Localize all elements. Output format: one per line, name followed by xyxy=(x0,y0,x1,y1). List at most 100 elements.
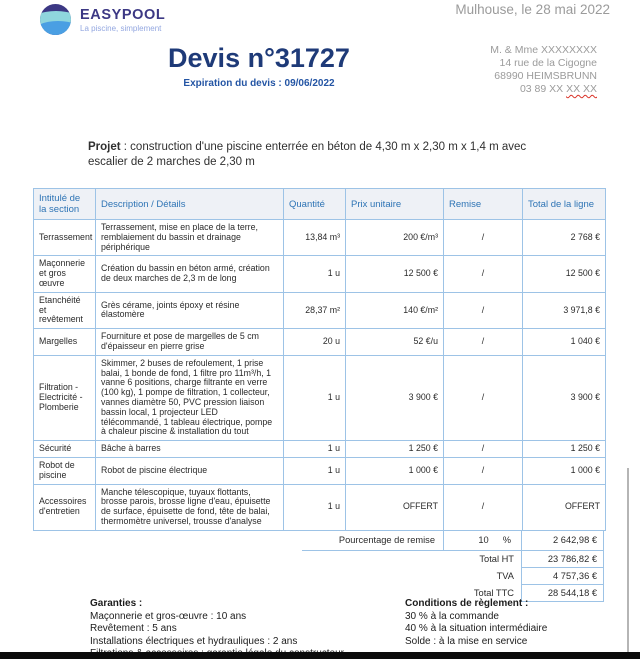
cell-unit-price: 1 000 € xyxy=(345,456,444,485)
tva-label: TVA xyxy=(496,570,514,581)
cell-discount: / xyxy=(443,218,523,257)
discount-row: Pourcentage de remise 10 % 2 642,98 € xyxy=(33,529,605,551)
col-header-line-total: Total de la ligne xyxy=(522,188,606,220)
expiration-date: Expiration du devis : 09/06/2022 xyxy=(183,78,335,89)
table-row: Etanchéité et revêtement Grès cérame, jo… xyxy=(33,291,606,330)
total-ttc-value: 28 544,18 € xyxy=(521,583,604,602)
totals-section: Pourcentage de remise 10 % 2 642,98 € To… xyxy=(33,529,605,602)
tva-row: TVA 4 757,36 € xyxy=(33,566,605,585)
total-ht-row: Total HT 23 786,82 € xyxy=(33,549,605,568)
client-phone-prefix: 03 89 XX xyxy=(519,83,567,95)
total-ttc-row: Total TTC 28 544,18 € xyxy=(33,583,605,602)
cell-discount: / xyxy=(443,440,523,458)
payment-term-item: 40 % à la situation intermédiaire xyxy=(405,623,548,635)
quote-table-zone: Intitulé de la section Description / Dét… xyxy=(33,188,606,602)
cell-unit-price: 1 250 € xyxy=(345,440,444,458)
cell-unit-price: 140 €/m² xyxy=(345,291,444,330)
table-row: Maçonnerie et gros œuvre Création du bas… xyxy=(33,255,606,293)
easypool-logo-icon xyxy=(40,4,71,35)
cell-quantity: 20 u xyxy=(283,328,346,356)
project-text: : construction d'une piscine enterrée en… xyxy=(88,141,527,168)
spacer xyxy=(33,530,302,551)
discount-percent-box: 10 % xyxy=(443,529,522,551)
cell-section: Accessoires d'entretien xyxy=(33,483,96,531)
cell-discount: / xyxy=(443,483,523,531)
cell-unit-price: 12 500 € xyxy=(345,255,444,293)
cell-description: Grès cérame, joints époxy et résine élas… xyxy=(95,291,284,330)
cell-section: Sécurité xyxy=(33,440,96,458)
cell-section: Filtration - Electricité - Plomberie xyxy=(33,354,96,442)
cell-quantity: 1 u xyxy=(283,255,346,293)
cell-quantity: 1 u xyxy=(283,456,346,485)
cell-line-total: 3 900 € xyxy=(522,354,606,442)
cell-discount: / xyxy=(443,456,523,485)
discount-percent-value: 10 xyxy=(478,535,489,546)
easypool-logo: EASYPOOL La piscine, simplement xyxy=(40,4,165,35)
col-header-unit-price: Prix unitaire xyxy=(345,188,444,220)
client-phone-suffix: XX XX xyxy=(566,83,597,95)
table-header-row: Intitulé de la section Description / Dét… xyxy=(33,188,606,220)
cell-description: Manche télescopique, tuyaux flottants, b… xyxy=(95,483,284,531)
cell-unit-price: 52 €/u xyxy=(345,328,444,356)
cell-unit-price: 3 900 € xyxy=(345,354,444,442)
project-description: Projet : construction d'une piscine ente… xyxy=(88,140,566,170)
cell-description: Skimmer, 2 buses de refoulement, 1 prise… xyxy=(95,354,284,442)
payment-terms-block: Conditions de règlement : 30 % à la comm… xyxy=(405,598,547,648)
cell-section: Maçonnerie et gros œuvre xyxy=(33,255,96,293)
cell-section: Etanchéité et revêtement xyxy=(33,291,96,330)
cell-line-total: 1 000 € xyxy=(522,456,606,485)
cell-description: Bâche à barres xyxy=(95,440,284,458)
cell-line-total: 1 040 € xyxy=(522,328,606,356)
cell-quantity: 13,84 m³ xyxy=(283,218,346,257)
quote-table: Intitulé de la section Description / Dét… xyxy=(33,188,606,531)
window-bottom-bar xyxy=(0,652,640,659)
cell-quantity: 1 u xyxy=(283,354,346,442)
client-name: M. & Mme XXXXXXXX xyxy=(490,44,597,56)
client-address-block: M. & Mme XXXXXXXX 14 rue de la Cigogne 6… xyxy=(490,44,597,96)
total-ht-value: 23 786,82 € xyxy=(521,549,604,568)
cell-section: Terrassement xyxy=(33,218,96,257)
cell-quantity: 1 u xyxy=(283,440,346,458)
cell-description: Création du bassin en béton armé, créati… xyxy=(95,255,284,293)
cell-line-total: 2 768 € xyxy=(522,218,606,257)
warranties-title: Garanties : xyxy=(90,598,143,609)
cell-unit-price: 200 €/m³ xyxy=(345,218,444,257)
client-city: 68990 HEIMSBRUNN xyxy=(494,70,597,82)
payment-term-item: Solde : à la mise en service xyxy=(405,635,528,647)
warranty-item: Maçonnerie et gros-œuvre : 10 ans xyxy=(90,610,247,622)
cell-line-total: 12 500 € xyxy=(522,255,606,293)
cell-section: Margelles xyxy=(33,328,96,356)
col-header-section: Intitulé de la section xyxy=(33,188,96,220)
table-row: Accessoires d'entretien Manche télescopi… xyxy=(33,483,606,531)
col-header-quantity: Quantité xyxy=(283,188,346,220)
client-phone: 03 89 XX XX XX xyxy=(490,83,597,96)
cell-quantity: 1 u xyxy=(283,483,346,531)
table-row: Sécurité Bâche à barres 1 u 1 250 € / 1 … xyxy=(33,440,606,458)
table-row: Filtration - Electricité - Plomberie Ski… xyxy=(33,354,606,442)
brand-name: EASYPOOL xyxy=(80,6,166,23)
warranty-item: Installations électriques et hydraulique… xyxy=(90,635,298,647)
client-street: 14 rue de la Cigogne xyxy=(499,57,598,69)
total-ht-label: Total HT xyxy=(479,553,514,564)
warranty-item: Revêtement : 5 ans xyxy=(90,623,177,635)
payment-terms-title: Conditions de règlement : xyxy=(405,598,529,609)
table-row: Margelles Fourniture et pose de margelle… xyxy=(33,328,606,356)
payment-term-item: 30 % à la commande xyxy=(405,610,499,622)
document-title: Devis n°31727 xyxy=(168,43,350,73)
col-header-description: Description / Détails xyxy=(95,188,284,220)
tva-value: 4 757,36 € xyxy=(521,566,604,585)
brand-text: EASYPOOL La piscine, simplement xyxy=(80,7,165,33)
cell-line-total: OFFERT xyxy=(522,483,606,531)
cell-description: Robot de piscine électrique xyxy=(95,456,284,485)
col-header-discount: Remise xyxy=(443,188,523,220)
logo-wave-blue xyxy=(40,21,71,35)
cell-section: Robot de piscine xyxy=(33,456,96,485)
cell-discount: / xyxy=(443,354,523,442)
project-label: Projet xyxy=(88,141,121,153)
discount-amount-box: 2 642,98 € xyxy=(521,529,604,551)
table-row: Robot de piscine Robot de piscine électr… xyxy=(33,456,606,485)
page-edge-line xyxy=(627,468,629,653)
brand-tagline: La piscine, simplement xyxy=(80,23,162,33)
cell-quantity: 28,37 m² xyxy=(283,291,346,330)
cell-discount: / xyxy=(443,328,523,356)
